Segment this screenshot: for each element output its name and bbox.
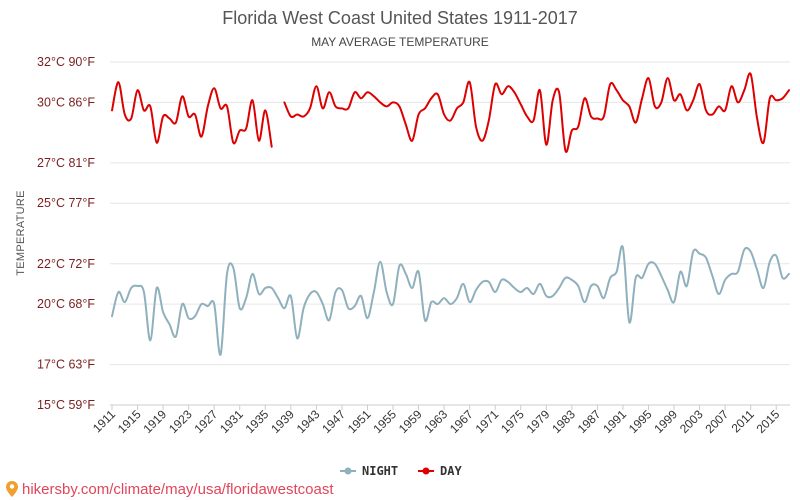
grid-lines	[110, 61, 790, 406]
y-tick-label: 17°C 63°F	[37, 358, 95, 372]
legend-label: NIGHT	[362, 464, 398, 478]
legend-marker-icon	[422, 467, 430, 475]
legend-item-day[interactable]: DAY	[418, 464, 462, 478]
y-tick-label: 20°C 68°F	[37, 297, 95, 311]
y-axis-ticks: 32°C 90°F 30°C 86°F 27°C 81°F 25°C 77°F 22°C…	[37, 55, 95, 412]
series-group	[111, 72, 790, 356]
x-tick-label: 1975	[498, 407, 527, 436]
y-tick-label: 27°C 81°F	[37, 156, 95, 170]
x-tick-label: 1955	[370, 407, 399, 436]
chart-subtitle: MAY AVERAGE TEMPERATURE	[311, 35, 489, 49]
y-tick-label: 15°C 59°F	[37, 398, 95, 412]
x-tick-label: 1959	[396, 407, 425, 436]
x-tick-label: 1963	[421, 407, 450, 436]
x-tick-label: 1999	[651, 407, 680, 436]
x-tick-label: 1927	[192, 407, 221, 436]
legend-marker-icon	[344, 467, 352, 475]
legend-label: DAY	[440, 464, 462, 478]
x-tick-label: 1971	[473, 407, 502, 436]
x-tick-label: 1923	[166, 407, 195, 436]
x-tick-label: 1915	[115, 407, 144, 436]
series-line-night	[111, 245, 790, 356]
x-tick-label: 2007	[702, 407, 731, 436]
y-axis-label: TEMPERATURE	[15, 190, 27, 276]
y-tick-label: 22°C 72°F	[37, 257, 95, 271]
x-tick-label: 1967	[447, 407, 476, 436]
y-tick-label: 30°C 86°F	[37, 95, 95, 109]
x-tick-label: 2003	[677, 407, 706, 436]
y-tick-label: 32°C 90°F	[37, 55, 95, 69]
x-axis-ticks: 1911191519191923192719311935193919431947…	[90, 405, 783, 436]
x-tick-label: 2015	[754, 407, 783, 436]
location-pin-icon	[6, 481, 18, 497]
x-tick-label: 1995	[626, 407, 655, 436]
x-tick-label: 1979	[524, 407, 553, 436]
legend-item-night[interactable]: NIGHT	[340, 464, 398, 478]
y-tick-label: 25°C 77°F	[37, 196, 95, 210]
x-tick-label: 1947	[319, 407, 348, 436]
x-tick-label: 1919	[140, 407, 169, 436]
x-tick-label: 2011	[729, 407, 757, 435]
x-tick-label: 1983	[549, 407, 578, 436]
x-tick-label: 1987	[575, 407, 604, 436]
series-line-day	[111, 81, 273, 148]
source-watermark[interactable]: hikersby.com/climate/may/usa/floridawest…	[6, 481, 334, 498]
series-line-day	[283, 72, 790, 153]
legend[interactable]: NIGHT DAY	[340, 464, 462, 478]
x-tick-label: 1935	[243, 407, 272, 436]
source-link[interactable]: hikersby.com/climate/may/usa/floridawest…	[22, 481, 334, 498]
x-tick-label: 1991	[600, 407, 629, 436]
chart-title: Florida West Coast United States 1911-20…	[222, 8, 578, 28]
x-tick-label: 1951	[345, 407, 374, 436]
x-tick-label: 1931	[217, 407, 246, 436]
x-tick-label: 1943	[294, 407, 323, 436]
x-tick-label: 1939	[268, 407, 297, 436]
